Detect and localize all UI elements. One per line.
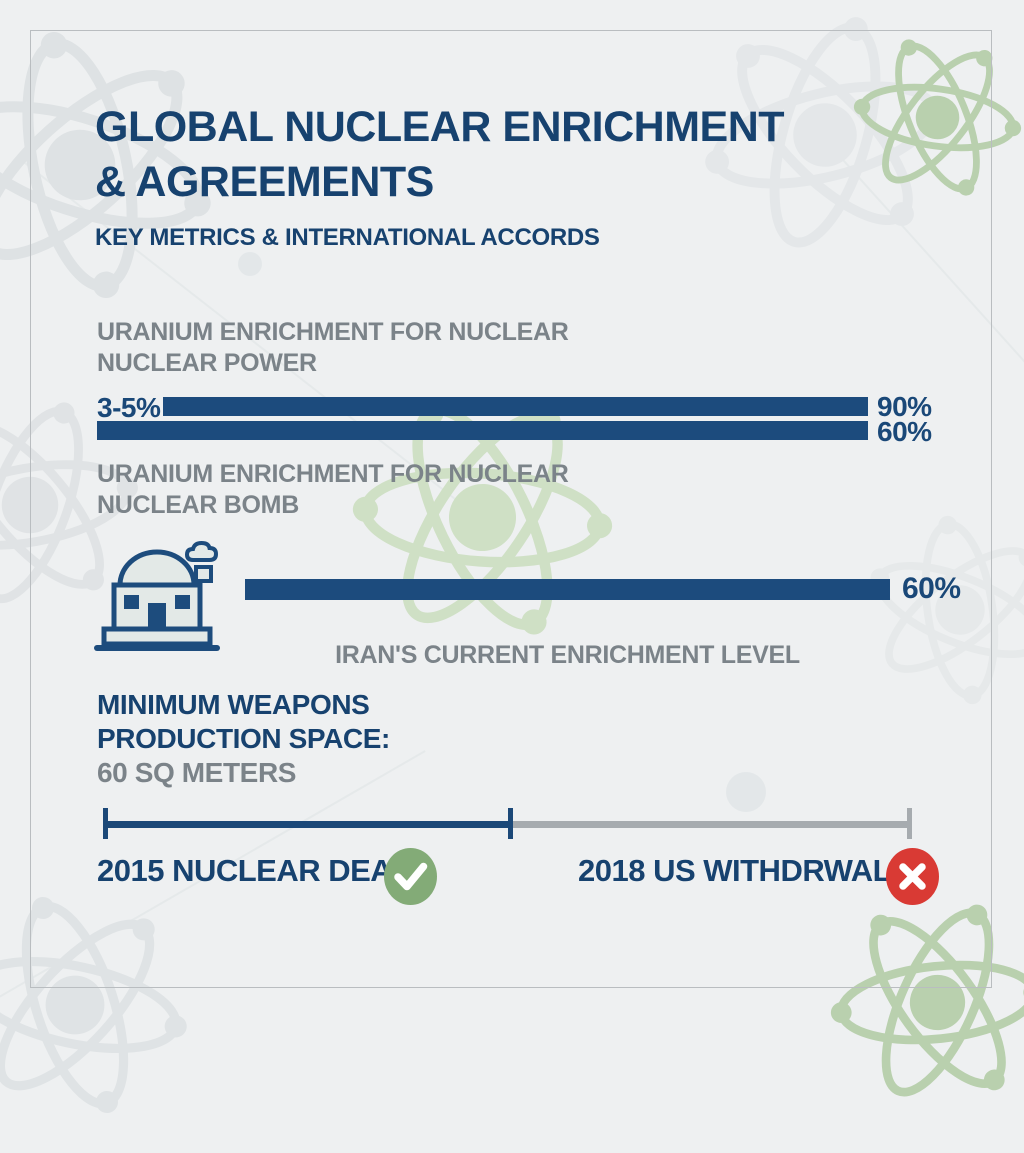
- weapons-space-value: 60 SQ METERS: [97, 757, 297, 788]
- weapons-space-line-2: PRODUCTION SPACE:: [97, 723, 390, 754]
- title-line-2: & AGREEMENTS: [95, 158, 434, 206]
- iran-enrichment-caption: IRAN'S CURRENT ENRICHMENT LEVEL: [335, 641, 800, 669]
- frame-border: [30, 30, 992, 988]
- heading-line-2: NUCLEAR POWER: [97, 349, 317, 377]
- background-dot: [726, 772, 766, 812]
- weapons-space-line-1: MINIMUM WEAPONS: [97, 689, 370, 720]
- heading-line-1: URANIUM ENRICHMENT FOR NUCLEAR: [97, 318, 569, 346]
- heading-line-1: URANIUM ENRICHMENT FOR NUCLEAR: [97, 460, 569, 488]
- timeline-event-2015-label: 2015 NUCLEAR DEAL: [97, 853, 411, 888]
- infographic-content: GLOBAL NUCLEAR ENRICHMENT & AGREEMENTS K…: [94, 100, 961, 905]
- timeline-tick-middle: [508, 808, 513, 839]
- x-circle-icon: [886, 848, 939, 905]
- timeline-segment-active: [105, 821, 510, 828]
- bar-label-60-percent: 60%: [877, 416, 932, 447]
- steam-cloud-icon: [184, 541, 219, 562]
- heading-line-2: NUCLEAR BOMB: [97, 491, 299, 519]
- timeline-tick-start: [103, 808, 108, 839]
- title-line-1: GLOBAL NUCLEAR ENRICHMENT: [95, 103, 785, 151]
- background-dot: [238, 252, 262, 276]
- enrichment-range-bar-60: [97, 421, 868, 440]
- iran-bar-label-60-percent: 60%: [902, 572, 961, 605]
- check-circle-icon: [384, 848, 437, 905]
- timeline-segment-inactive: [510, 821, 910, 828]
- reactor-building-icon: [94, 541, 220, 651]
- section-heading-nuclear-power: URANIUM ENRICHMENT FOR NUCLEAR NUCLEAR P…: [97, 317, 569, 379]
- section-heading-nuclear-bomb: URANIUM ENRICHMENT FOR NUCLEAR NUCLEAR B…: [97, 459, 569, 521]
- page-subtitle: KEY METRICS & INTERNATIONAL ACCORDS: [95, 224, 600, 251]
- page-title: GLOBAL NUCLEAR ENRICHMENT & AGREEMENTS: [95, 100, 785, 210]
- bar-label-3-5-percent: 3-5%: [97, 392, 161, 423]
- enrichment-range-bar-90: [163, 397, 868, 416]
- iran-enrichment-bar: [245, 579, 890, 600]
- weapons-space-block: MINIMUM WEAPONS PRODUCTION SPACE: 60 SQ …: [97, 688, 390, 790]
- timeline-event-2018-label: 2018 US WITHDRWAL: [578, 853, 892, 888]
- timeline-tick-end: [907, 808, 912, 839]
- bar-label-90-percent: 90%: [877, 391, 932, 422]
